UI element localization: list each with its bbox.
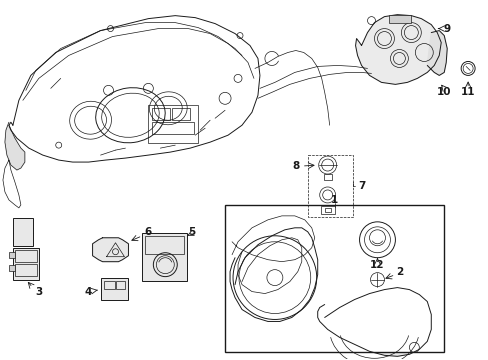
Text: 7: 7 (357, 181, 365, 191)
Text: 3: 3 (35, 287, 42, 297)
Bar (13, 218, 33, 246)
Polygon shape (92, 238, 128, 262)
Bar (148, 105, 198, 143)
Text: 8: 8 (291, 161, 299, 171)
Bar (116, 280, 125, 289)
Text: 2: 2 (395, 267, 402, 276)
Bar (103, 280, 115, 289)
Bar (15, 250, 37, 262)
Bar (172, 108, 190, 120)
Text: 11: 11 (460, 87, 474, 97)
Bar (9, 265, 15, 271)
Bar (324, 208, 330, 212)
Text: 1: 1 (330, 195, 338, 205)
Text: 5: 5 (188, 227, 195, 237)
Polygon shape (5, 122, 25, 170)
Bar (388, 15, 410, 23)
Polygon shape (317, 288, 430, 356)
Polygon shape (229, 228, 317, 321)
Bar (152, 122, 194, 134)
Text: 12: 12 (369, 260, 384, 270)
Text: 10: 10 (436, 87, 450, 97)
Bar (323, 174, 331, 180)
Text: 9: 9 (443, 24, 450, 33)
Bar (224, 205, 443, 352)
Polygon shape (355, 15, 440, 84)
Bar (9, 252, 15, 258)
Bar (320, 206, 334, 214)
Bar (13, 248, 39, 280)
Text: 4: 4 (85, 287, 92, 297)
Bar (101, 278, 128, 300)
Bar (307, 155, 352, 217)
Bar (152, 108, 170, 120)
Text: 6: 6 (144, 227, 152, 237)
Polygon shape (427, 31, 447, 75)
Bar (142, 233, 187, 280)
Bar (15, 264, 37, 276)
Bar (145, 236, 184, 254)
